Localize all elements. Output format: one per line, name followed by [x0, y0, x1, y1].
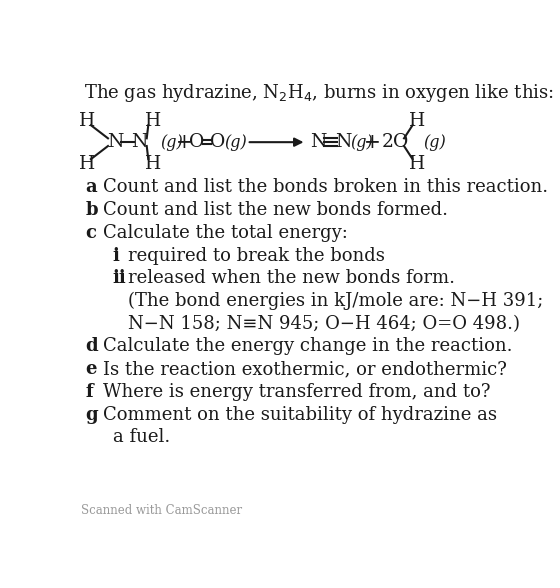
Text: f: f [86, 383, 94, 401]
Text: i: i [113, 246, 119, 265]
Text: (g): (g) [423, 133, 446, 151]
Text: H: H [409, 112, 426, 129]
Text: d: d [86, 338, 98, 355]
Text: N: N [335, 133, 351, 151]
Text: H: H [79, 112, 95, 129]
Text: c: c [86, 224, 96, 242]
Text: +: + [364, 133, 381, 152]
Text: Is the reaction exothermic, or endothermic?: Is the reaction exothermic, or endotherm… [102, 360, 506, 378]
Text: a: a [86, 178, 97, 196]
Text: +: + [175, 133, 193, 152]
Text: (The bond energies in kJ/mole are: N−H 391;: (The bond energies in kJ/mole are: N−H 3… [128, 292, 544, 310]
Text: N: N [310, 133, 326, 151]
Text: Calculate the energy change in the reaction.: Calculate the energy change in the react… [102, 338, 512, 355]
Text: N: N [132, 133, 148, 151]
Text: released when the new bonds form.: released when the new bonds form. [128, 269, 455, 287]
Text: Count and list the bonds broken in this reaction.: Count and list the bonds broken in this … [102, 178, 548, 196]
Text: g: g [86, 406, 98, 423]
Text: N−N 158; N≡N 945; O−H 464; O=O 498.): N−N 158; N≡N 945; O−H 464; O=O 498.) [128, 315, 520, 333]
Text: H: H [409, 155, 426, 173]
Text: Calculate the total energy:: Calculate the total energy: [102, 224, 347, 242]
Text: The gas hydrazine, N$_2$H$_4$, burns in oxygen like this:: The gas hydrazine, N$_2$H$_4$, burns in … [84, 82, 554, 104]
Text: Count and list the new bonds formed.: Count and list the new bonds formed. [102, 201, 447, 219]
Text: H: H [145, 112, 161, 129]
Text: N: N [107, 133, 123, 151]
Text: H: H [145, 155, 161, 173]
Text: (g): (g) [350, 133, 372, 151]
Text: ii: ii [113, 269, 127, 287]
Text: b: b [86, 201, 98, 219]
Text: required to break the bonds: required to break the bonds [128, 246, 385, 265]
Text: Scanned with CamScanner: Scanned with CamScanner [81, 504, 242, 517]
Text: O: O [209, 133, 225, 151]
Text: Comment on the suitability of hydrazine as: Comment on the suitability of hydrazine … [102, 406, 497, 423]
Text: H: H [79, 155, 95, 173]
Text: O: O [189, 133, 204, 151]
Text: (g): (g) [160, 133, 183, 151]
Text: 2O: 2O [381, 133, 409, 151]
Text: Where is energy transferred from, and to?: Where is energy transferred from, and to… [102, 383, 490, 401]
Text: e: e [86, 360, 97, 378]
Text: a fuel.: a fuel. [113, 428, 170, 446]
Text: (g): (g) [224, 133, 247, 151]
